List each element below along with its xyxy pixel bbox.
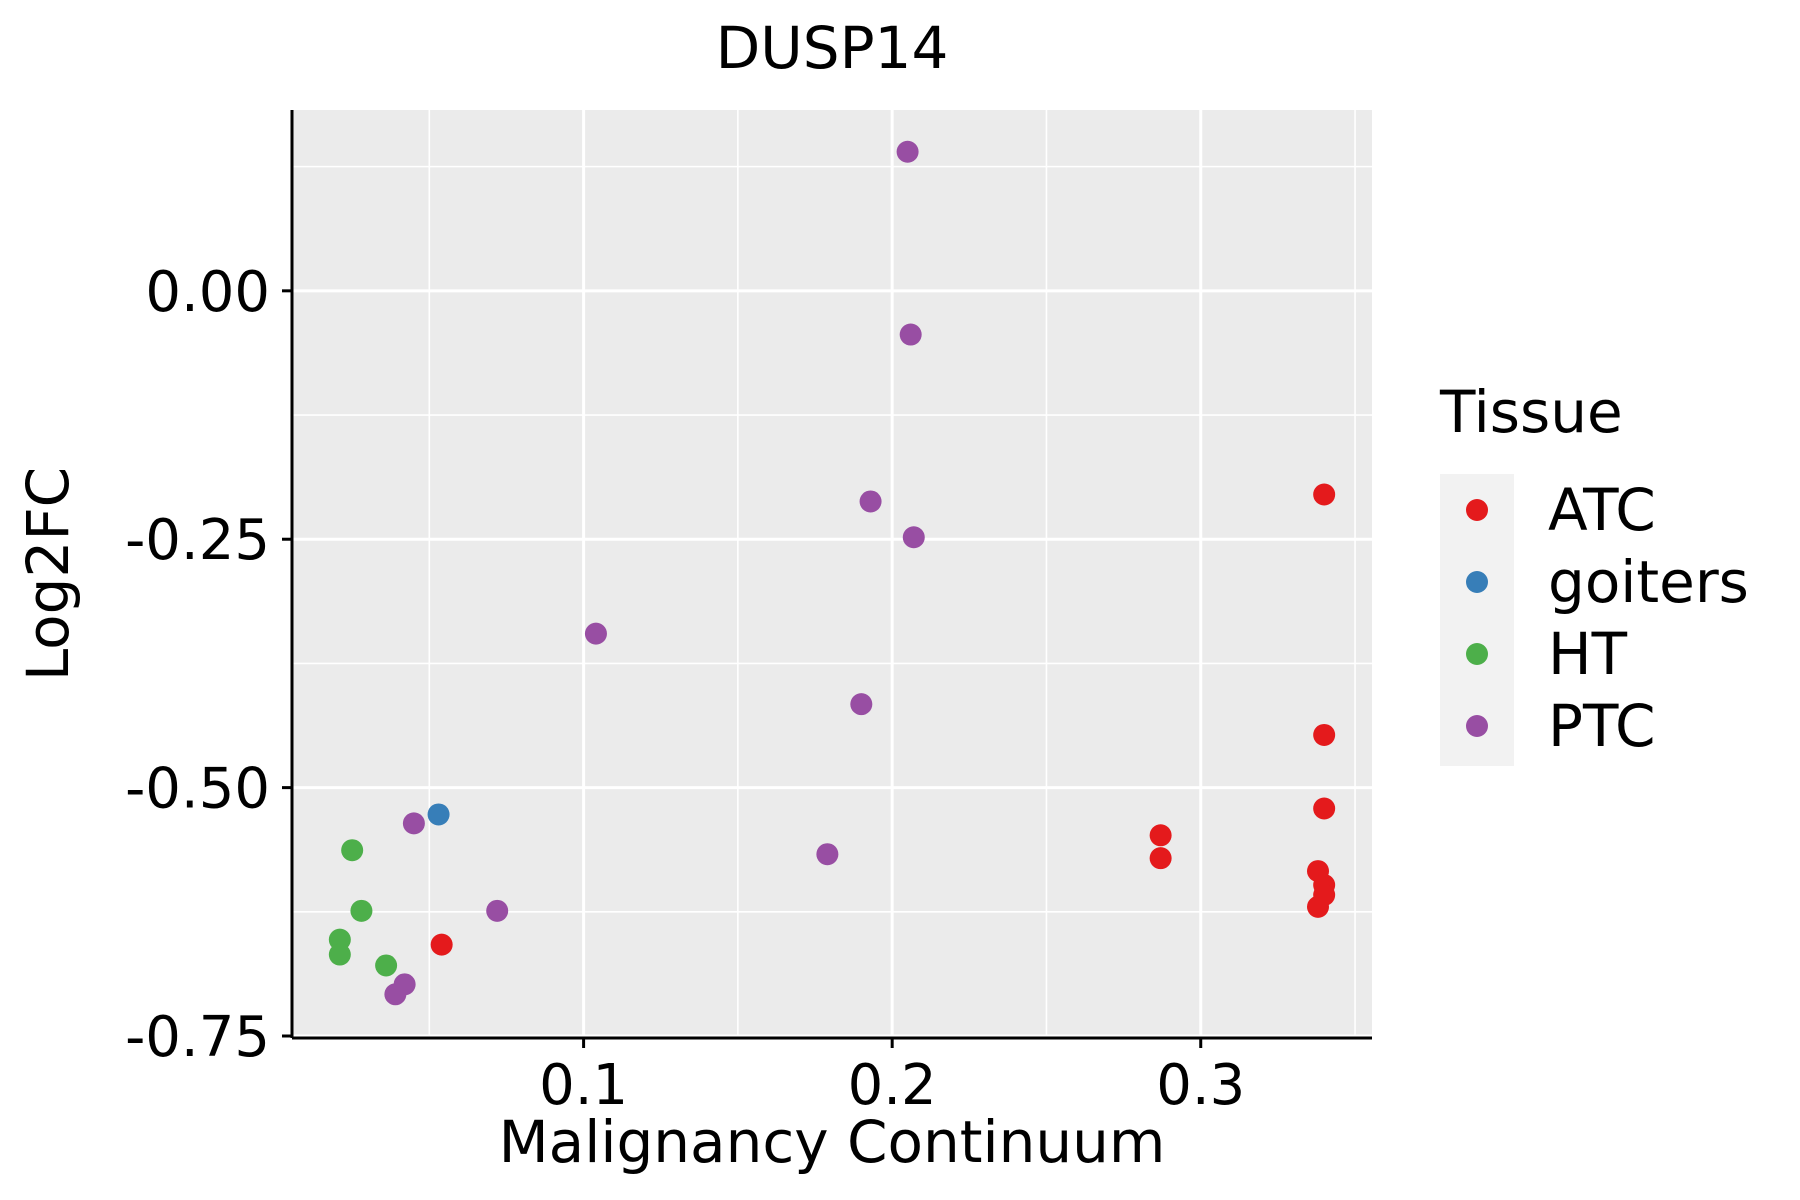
- data-point-ht: [350, 899, 373, 922]
- x-axis-ticks: 0.1 0.2 0.3: [539, 1038, 1245, 1118]
- y-axis-ticks: 0.00 -0.25 -0.50 -0.75: [125, 260, 292, 1070]
- data-point-atc: [1313, 797, 1336, 820]
- legend-swatch-atc: [1466, 499, 1488, 521]
- plot-panel: [292, 110, 1372, 1038]
- data-point-ptc: [899, 323, 922, 346]
- data-point-goiters: [427, 803, 450, 826]
- x-tick-label: 0.1: [539, 1053, 628, 1118]
- data-point-ptc: [896, 140, 919, 163]
- x-tick-label: 0.2: [848, 1053, 937, 1118]
- data-point-atc: [1149, 824, 1172, 847]
- data-point-ht: [375, 954, 398, 977]
- major-gridlines: [292, 110, 1372, 1038]
- legend-label-goiters: goiters: [1548, 548, 1749, 616]
- data-point-ptc: [859, 490, 882, 513]
- chart-title: DUSP14: [716, 14, 949, 82]
- legend-swatch-ptc: [1466, 715, 1488, 737]
- data-point-ptc: [486, 899, 509, 922]
- data-points: [328, 140, 1336, 1006]
- data-point-atc: [430, 933, 453, 956]
- y-tick-label: -0.75: [125, 1005, 270, 1070]
- data-point-atc: [1307, 895, 1329, 918]
- y-axis-label: Log2FC: [14, 467, 82, 681]
- data-point-ht: [341, 839, 364, 862]
- x-tick-label: 0.3: [1156, 1053, 1245, 1118]
- x-axis-label: Malignancy Continuum: [499, 1108, 1166, 1176]
- data-point-ht: [328, 943, 351, 966]
- data-point-ptc: [850, 693, 873, 716]
- minor-gridlines: [292, 110, 1372, 1038]
- data-point-ptc: [584, 622, 607, 645]
- legend-swatch-goiters: [1466, 571, 1488, 593]
- y-tick-label: 0.00: [145, 260, 270, 325]
- data-point-atc: [1313, 483, 1336, 506]
- legend-label-ptc: PTC: [1548, 692, 1656, 760]
- data-point-atc: [1313, 723, 1336, 746]
- legend-swatch-ht: [1466, 643, 1488, 665]
- legend-label-ht: HT: [1548, 620, 1628, 688]
- y-tick-label: -0.25: [125, 508, 270, 573]
- data-point-ptc: [402, 812, 425, 835]
- data-point-ptc: [902, 526, 925, 549]
- data-point-ptc: [384, 983, 407, 1006]
- legend-title: Tissue: [1439, 378, 1623, 446]
- data-point-atc: [1149, 847, 1172, 870]
- data-point-ptc: [816, 843, 839, 866]
- y-tick-label: -0.50: [125, 757, 270, 822]
- legend-label-atc: ATC: [1548, 476, 1656, 544]
